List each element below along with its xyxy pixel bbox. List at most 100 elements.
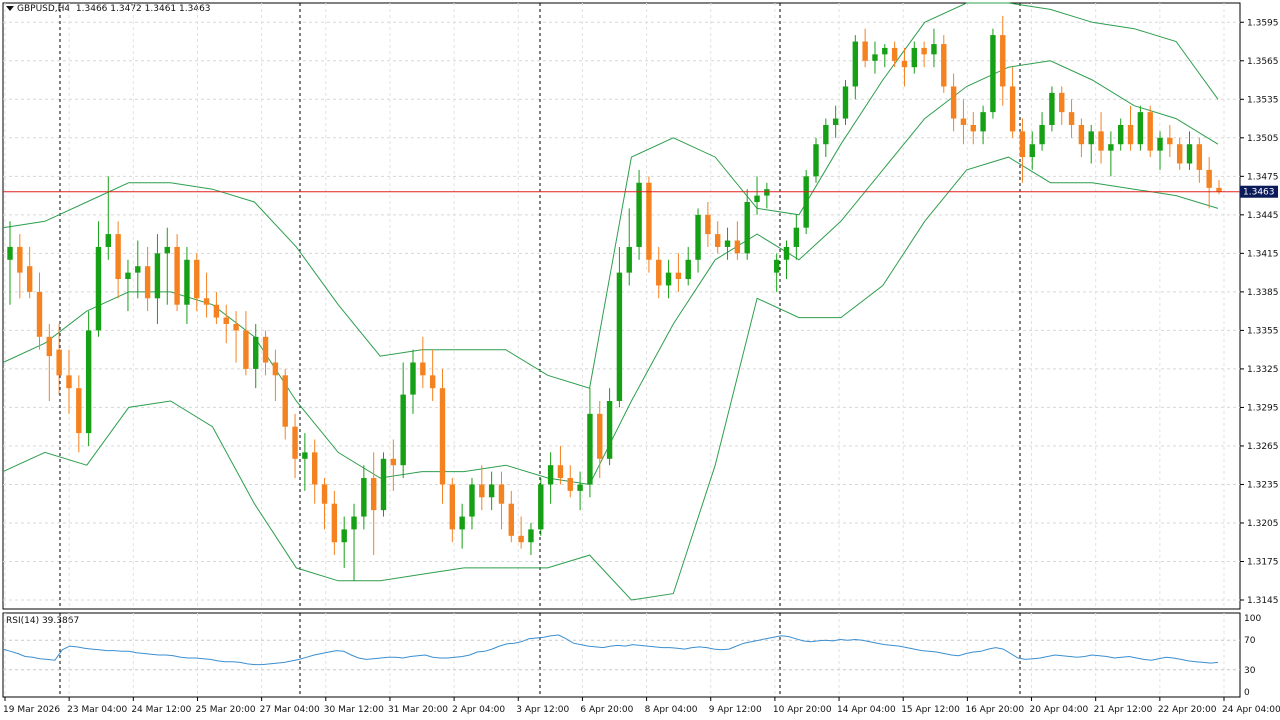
bearish-candle xyxy=(449,484,456,530)
rsi-tick-label: 30 xyxy=(1244,666,1256,676)
bullish-candle xyxy=(931,44,937,55)
bullish-candle xyxy=(135,266,141,273)
bullish-candle xyxy=(990,35,996,113)
bullish-candle xyxy=(547,465,554,485)
bullish-candle xyxy=(410,362,416,395)
time-tick-label: 24 Mar 12:00 xyxy=(131,705,191,715)
bearish-candle xyxy=(370,478,377,511)
bearish-candle xyxy=(567,478,573,491)
bearish-candle xyxy=(1078,124,1085,145)
bearish-candle xyxy=(420,362,426,376)
bearish-candle xyxy=(941,44,947,87)
bearish-candle xyxy=(862,41,868,61)
bullish-candle xyxy=(125,272,131,280)
bullish-candle xyxy=(380,458,387,511)
bullish-candle xyxy=(361,478,367,517)
bullish-candle xyxy=(616,272,623,402)
bullish-candle xyxy=(911,47,917,68)
bullish-candle xyxy=(1157,137,1163,151)
bullish-candle xyxy=(803,176,809,228)
bullish-candle xyxy=(341,529,347,543)
bullish-candle xyxy=(754,195,760,203)
rsi-tick-label: 0 xyxy=(1244,688,1250,698)
bearish-candle xyxy=(115,234,121,280)
bullish-candle xyxy=(842,86,849,119)
time-tick-label: 25 Mar 20:00 xyxy=(195,705,255,715)
bearish-candle xyxy=(1147,112,1153,151)
bullish-candle xyxy=(832,118,839,125)
bearish-candle xyxy=(1068,112,1075,125)
bearish-candle xyxy=(66,375,72,389)
price-tick-label: 1.3325 xyxy=(1247,365,1279,375)
bullish-candle xyxy=(793,227,800,247)
time-tick-label: 14 Apr 04:00 xyxy=(837,705,896,715)
bullish-candle xyxy=(302,452,308,459)
price-tick-label: 1.3295 xyxy=(1247,403,1279,413)
bullish-candle xyxy=(980,112,986,132)
bullish-candle xyxy=(85,330,92,434)
collapse-triangle-icon[interactable] xyxy=(6,6,14,11)
time-tick-label: 19 Mar 2026 xyxy=(3,705,60,715)
bearish-candle xyxy=(56,349,62,376)
bullish-candle xyxy=(587,413,593,485)
bullish-candle xyxy=(538,484,544,530)
bearish-candle xyxy=(282,375,288,427)
bearish-candle xyxy=(1167,137,1173,145)
bearish-candle xyxy=(439,388,446,485)
bearish-candle xyxy=(1000,35,1006,87)
bearish-candle xyxy=(144,266,151,299)
bearish-candle xyxy=(17,246,23,273)
bearish-candle xyxy=(1019,131,1026,158)
price-tick-label: 1.3505 xyxy=(1247,134,1279,144)
bullish-candle xyxy=(882,47,888,55)
time-tick-label: 21 Apr 12:00 xyxy=(1094,705,1153,715)
bullish-candle xyxy=(813,144,819,177)
bullish-candle xyxy=(154,253,161,299)
time-tick-label: 20 Apr 04:00 xyxy=(1030,705,1089,715)
bearish-candle xyxy=(203,298,210,305)
bullish-candle xyxy=(1108,144,1114,151)
low-price: 1.3461 xyxy=(144,4,177,14)
bearish-candle xyxy=(1216,187,1222,192)
bearish-candle xyxy=(429,375,436,389)
bearish-candle xyxy=(174,246,180,305)
close-price: 1.3463 xyxy=(179,4,211,14)
time-tick-label: 27 Mar 04:00 xyxy=(260,705,320,715)
price-tick-label: 1.3475 xyxy=(1247,172,1279,182)
bullish-candle xyxy=(1137,112,1144,145)
price-tick-label: 1.3385 xyxy=(1247,288,1279,298)
bullish-candle xyxy=(695,214,701,260)
time-tick-label: 31 Mar 20:00 xyxy=(388,705,448,715)
rsi-pane-frame xyxy=(2,612,1241,698)
bearish-candle xyxy=(518,535,524,543)
bullish-candle xyxy=(823,124,829,145)
bearish-candle xyxy=(705,214,711,235)
rsi-line xyxy=(2,634,1219,666)
bearish-candle xyxy=(950,86,957,119)
bearish-candle xyxy=(1206,169,1212,188)
bearish-candle xyxy=(715,234,721,247)
bearish-candle xyxy=(960,118,967,125)
bullish-candle xyxy=(1029,144,1035,158)
bearish-candle xyxy=(272,362,279,376)
bearish-candle xyxy=(26,266,33,292)
chart-info-bar: GBPUSD,H4 1.3466 1.3472 1.3461 1.3463 xyxy=(6,4,211,14)
bearish-candle xyxy=(557,465,564,479)
bearish-candle xyxy=(312,452,318,485)
bearish-candle xyxy=(321,484,328,504)
bullish-candle xyxy=(105,234,111,247)
bullish-candle xyxy=(253,336,259,369)
time-tick-label: 24 Apr 04:00 xyxy=(1222,705,1280,715)
bearish-candle xyxy=(479,484,485,498)
price-tick-label: 1.3415 xyxy=(1247,249,1279,259)
time-tick-label: 15 Apr 12:00 xyxy=(901,705,960,715)
bullish-candle xyxy=(744,202,750,254)
bullish-candle xyxy=(626,246,632,273)
bearish-candle xyxy=(243,330,249,369)
price-tick-label: 1.3355 xyxy=(1247,326,1279,336)
rsi-tick-label: 100 xyxy=(1244,614,1261,624)
bullish-candle xyxy=(764,189,770,196)
bearish-candle xyxy=(262,336,269,363)
bullish-candle xyxy=(783,246,790,260)
